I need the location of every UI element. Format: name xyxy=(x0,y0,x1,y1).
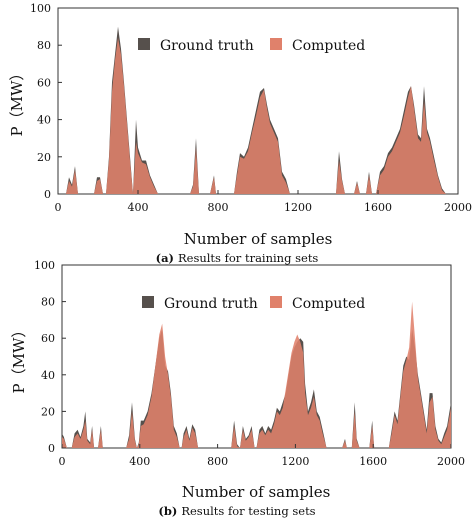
caption: (a) Results for training sets xyxy=(156,251,319,265)
legend-label-ground-truth: Ground truth xyxy=(164,296,258,312)
x-tick-label: 0 xyxy=(55,201,62,214)
chart-panel-training: 0 400 800 1200 1600 2000 0 20 40 60 80 100 Ground t… xyxy=(8,2,472,265)
legend-swatch-computed xyxy=(270,38,282,50)
series-area-computed xyxy=(62,301,451,448)
legend-swatch-ground-truth xyxy=(138,38,150,50)
x-tick-label: 1600 xyxy=(364,201,392,214)
axis-layer: 0 400 800 1200 1600 2000 0 20 40 60 80 100 xyxy=(34,259,465,468)
x-tick-label: 1600 xyxy=(359,455,387,468)
x-axis-title: Number of samples xyxy=(182,483,331,501)
legend-swatch-ground-truth xyxy=(142,296,154,308)
axis-layer: 0 400 800 1200 1600 2000 0 20 40 60 80 100 xyxy=(30,2,472,214)
y-tick-label: 0 xyxy=(44,188,51,201)
x-tick-label: 400 xyxy=(128,201,149,214)
x-tick-label: 2000 xyxy=(444,201,472,214)
y-tick-label: 40 xyxy=(41,369,55,382)
legend-label-ground-truth: Ground truth xyxy=(160,38,254,54)
x-tick-label: 800 xyxy=(208,201,229,214)
y-tick-label: 40 xyxy=(37,114,51,127)
caption: (b) Results for testing sets xyxy=(158,504,315,518)
y-tick-label: 100 xyxy=(34,259,55,272)
y-tick-label: 100 xyxy=(30,2,51,15)
series-layer xyxy=(62,301,451,448)
legend-label-computed: Computed xyxy=(292,38,365,54)
caption-text: Results for training sets xyxy=(178,251,318,265)
x-tick-label: 800 xyxy=(207,455,228,468)
legend: Ground truth Computed xyxy=(142,296,365,312)
series-layer xyxy=(58,26,458,194)
x-axis-title: Number of samples xyxy=(184,230,333,248)
y-tick-label: 60 xyxy=(37,76,51,89)
y-tick-label: 80 xyxy=(37,39,51,52)
series-area-computed xyxy=(58,37,458,194)
plot-frame xyxy=(61,264,452,449)
y-axis-title: P（MW） xyxy=(10,323,28,394)
caption-label: (b) xyxy=(158,504,177,518)
chart-panel-testing: 0 400 800 1200 1600 2000 0 20 40 60 80 100 Ground t… xyxy=(10,259,465,518)
x-tick-label: 400 xyxy=(129,455,150,468)
y-tick-label: 20 xyxy=(41,405,55,418)
y-tick-label: 60 xyxy=(41,332,55,345)
caption-text: Results for testing sets xyxy=(181,504,315,518)
y-tick-label: 20 xyxy=(37,151,51,164)
legend-label-computed: Computed xyxy=(292,296,365,312)
legend: Ground truth Computed xyxy=(138,38,365,54)
y-axis-title: P（MW） xyxy=(8,66,26,137)
x-tick-label: 0 xyxy=(59,455,66,468)
x-tick-label: 1200 xyxy=(284,201,312,214)
y-tick-label: 0 xyxy=(48,442,55,455)
y-tick-label: 80 xyxy=(41,296,55,309)
x-tick-label: 2000 xyxy=(437,455,465,468)
caption-label: (a) xyxy=(156,251,174,265)
legend-swatch-computed xyxy=(270,296,282,308)
x-tick-label: 1200 xyxy=(281,455,309,468)
